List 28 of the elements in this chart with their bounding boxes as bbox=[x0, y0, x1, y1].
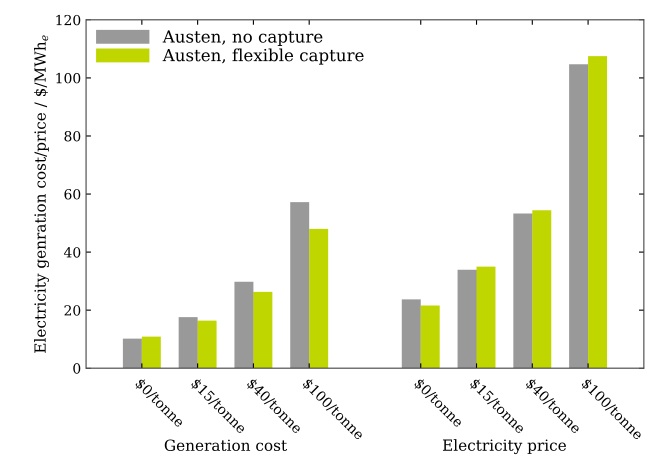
y-tick-label: 100 bbox=[56, 72, 80, 84]
y-tick-label: 0 bbox=[73, 363, 80, 374]
bar bbox=[122, 338, 142, 368]
bar bbox=[569, 64, 588, 368]
bar bbox=[309, 228, 328, 368]
y-tick-label: 20 bbox=[64, 305, 80, 316]
bar bbox=[476, 266, 496, 368]
bar bbox=[290, 202, 310, 368]
y-axis-title: Electricity genration cost/price / $/MWh$_{e}$ bbox=[34, 35, 50, 353]
bar bbox=[234, 282, 254, 368]
bar bbox=[532, 210, 552, 368]
bar bbox=[198, 320, 217, 368]
legend-label: Austen, no capture bbox=[162, 30, 322, 46]
bar bbox=[420, 306, 440, 368]
bar bbox=[178, 317, 198, 368]
bar bbox=[513, 213, 532, 368]
text: Electricity price bbox=[442, 439, 566, 454]
bar bbox=[142, 336, 161, 368]
text: Generation cost bbox=[164, 439, 287, 452]
y-tick-label: 40 bbox=[64, 247, 80, 258]
bar bbox=[402, 299, 421, 368]
y-tick-label: 60 bbox=[64, 189, 80, 200]
y-tick-label: 80 bbox=[64, 130, 80, 142]
bar bbox=[253, 292, 272, 368]
bar bbox=[588, 56, 608, 368]
bar bbox=[458, 270, 477, 368]
y-tick-label: 120 bbox=[56, 14, 80, 26]
legend-label: Austen, flexible capture bbox=[162, 48, 364, 65]
